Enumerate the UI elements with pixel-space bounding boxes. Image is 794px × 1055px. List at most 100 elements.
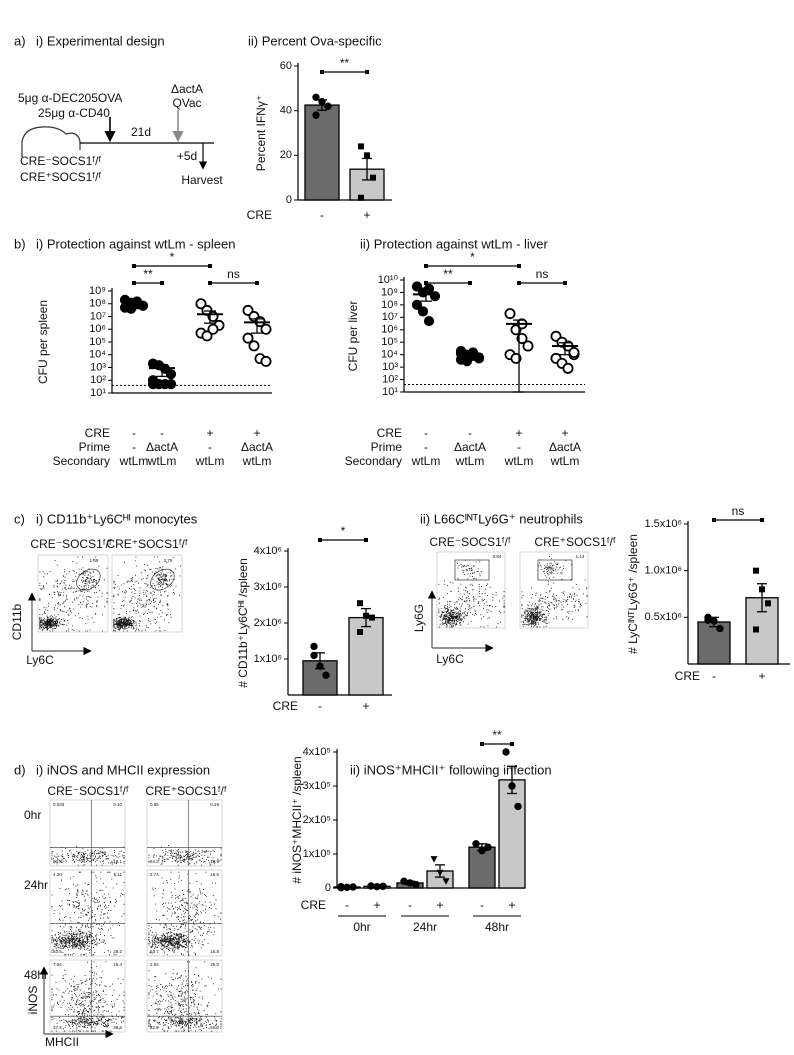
bracket-end (510, 742, 514, 746)
quadrant-value: 4.20 (53, 872, 62, 877)
bar (348, 616, 384, 696)
quadrant-value: 14.9 (210, 859, 219, 864)
data-point (260, 355, 272, 367)
x-tick-label: - (424, 426, 428, 440)
panel-title: i) CD11b⁺Ly6Cᴴᴵ monocytes (36, 511, 198, 526)
x-tick-label: + (515, 426, 522, 440)
x-tick-label: ΔactA (454, 440, 486, 454)
data-point (364, 152, 370, 159)
y-tick-label: 10⁸ (381, 299, 398, 311)
quadrant-value: 50.0 (210, 1025, 219, 1030)
chart-title: ii) Percent Ova-specific (248, 33, 382, 48)
y-tick-label: 10¹ (382, 386, 398, 398)
data-point (358, 194, 364, 201)
x-tick-label: - (424, 440, 428, 454)
y-tick-label: 10⁹ (89, 285, 106, 297)
data-point (429, 291, 441, 302)
y-tick-label: 60 (280, 60, 292, 72)
data-point (324, 102, 332, 110)
row-label: 24hr (24, 878, 48, 892)
y-tick-label: 3x10⁶ (254, 581, 282, 593)
bar (697, 621, 731, 665)
y-axis-label: # iNOS⁺MHCII⁺ /spleen (290, 756, 304, 883)
bar (498, 779, 526, 889)
bracket-end (480, 742, 484, 746)
x-tick-label: + (363, 208, 370, 222)
x-tick-label: - (160, 426, 164, 440)
quadrant-value: 84.3 (150, 859, 159, 864)
data-point (411, 281, 423, 292)
data-point (358, 143, 364, 150)
quadrant-value: 0.033 (53, 802, 65, 807)
x-tick-label: - (712, 669, 716, 683)
x-axis-label: CRE (675, 669, 700, 683)
data-point (502, 748, 510, 756)
data-point (411, 299, 423, 310)
quadrant-value: 0.10 (113, 802, 122, 807)
y-tick-label: 1x10⁵ (303, 848, 331, 860)
quadrant-value: 16.5 (210, 872, 219, 877)
flow-axis-label: CD11b (10, 603, 24, 640)
panel-title: i) iNOS and MHCII expression (36, 762, 210, 777)
quadrant-value: 0.65 (150, 802, 159, 807)
data-point (357, 600, 363, 607)
y-tick-label: 10² (90, 374, 106, 386)
flow-axis-label: Ly6C (436, 652, 464, 666)
flow-dots (148, 845, 222, 866)
x-tick-label: - (345, 898, 349, 912)
flow-plot-frame (37, 554, 109, 633)
design-text: 25μg α-CD40 (38, 106, 110, 120)
x-tick-label: + (436, 898, 443, 912)
x-tick-label: - (517, 440, 521, 454)
y-tick-label: 10¹⁰ (378, 274, 399, 286)
flow-dots (438, 559, 505, 628)
x-tick-label: wtLm (504, 454, 534, 468)
data-point (242, 332, 254, 344)
flow-axis-label: Ly6G (412, 604, 426, 632)
gate (454, 559, 490, 581)
y-tick-label: 10⁶ (381, 324, 398, 336)
data-point (704, 616, 712, 624)
chart-title: ii) iNOS⁺MHCII⁺ following infection (350, 762, 552, 777)
quadrant-value: 7.54 (53, 962, 62, 967)
y-tick-label: 10³ (90, 361, 106, 373)
data-point (357, 629, 363, 635)
bracket-end (318, 538, 322, 542)
data-point (516, 332, 528, 344)
x-tick-label: + (362, 699, 369, 713)
y-axis-label: Percent IFNγ⁺ (254, 95, 268, 171)
x-tick-label: wtLm (550, 454, 580, 468)
y-tick-label: 10⁷ (90, 310, 106, 322)
y-tick-label: 10⁶ (89, 323, 106, 335)
gate (537, 559, 573, 581)
column-header: CRE⁺SOCS1ᶠ/ᶠ (106, 537, 187, 551)
bracket-end (160, 281, 164, 285)
data-point (430, 856, 438, 863)
data-point (514, 802, 522, 811)
x-tick-label: - (208, 440, 212, 454)
data-point (562, 362, 574, 374)
design-text: QVac (172, 96, 201, 110)
bar (304, 104, 340, 201)
quadrant-value: 63.5 (53, 949, 62, 954)
data-point (568, 346, 580, 358)
data-point (207, 323, 219, 335)
quadrant-value: 16.8 (210, 949, 219, 954)
x-tick-label: - (132, 440, 136, 454)
significance-label: ** (492, 728, 502, 742)
y-tick-label: 0.5x10⁶ (644, 611, 682, 623)
significance-label: * (470, 250, 475, 264)
data-point (248, 340, 260, 352)
x-tick-label: - (320, 208, 324, 222)
bracket-end (424, 264, 428, 268)
panel-label: a) (14, 33, 26, 48)
y-tick-label: 10¹ (90, 387, 106, 399)
gate-value: 0.84 (493, 554, 502, 559)
bracket-end (208, 264, 212, 268)
x-tick-label: - (468, 426, 472, 440)
significance-label: ns (536, 267, 549, 281)
x-axis-label: CRE (273, 699, 298, 713)
row-label: CRE (377, 426, 402, 440)
data-point (310, 642, 318, 651)
